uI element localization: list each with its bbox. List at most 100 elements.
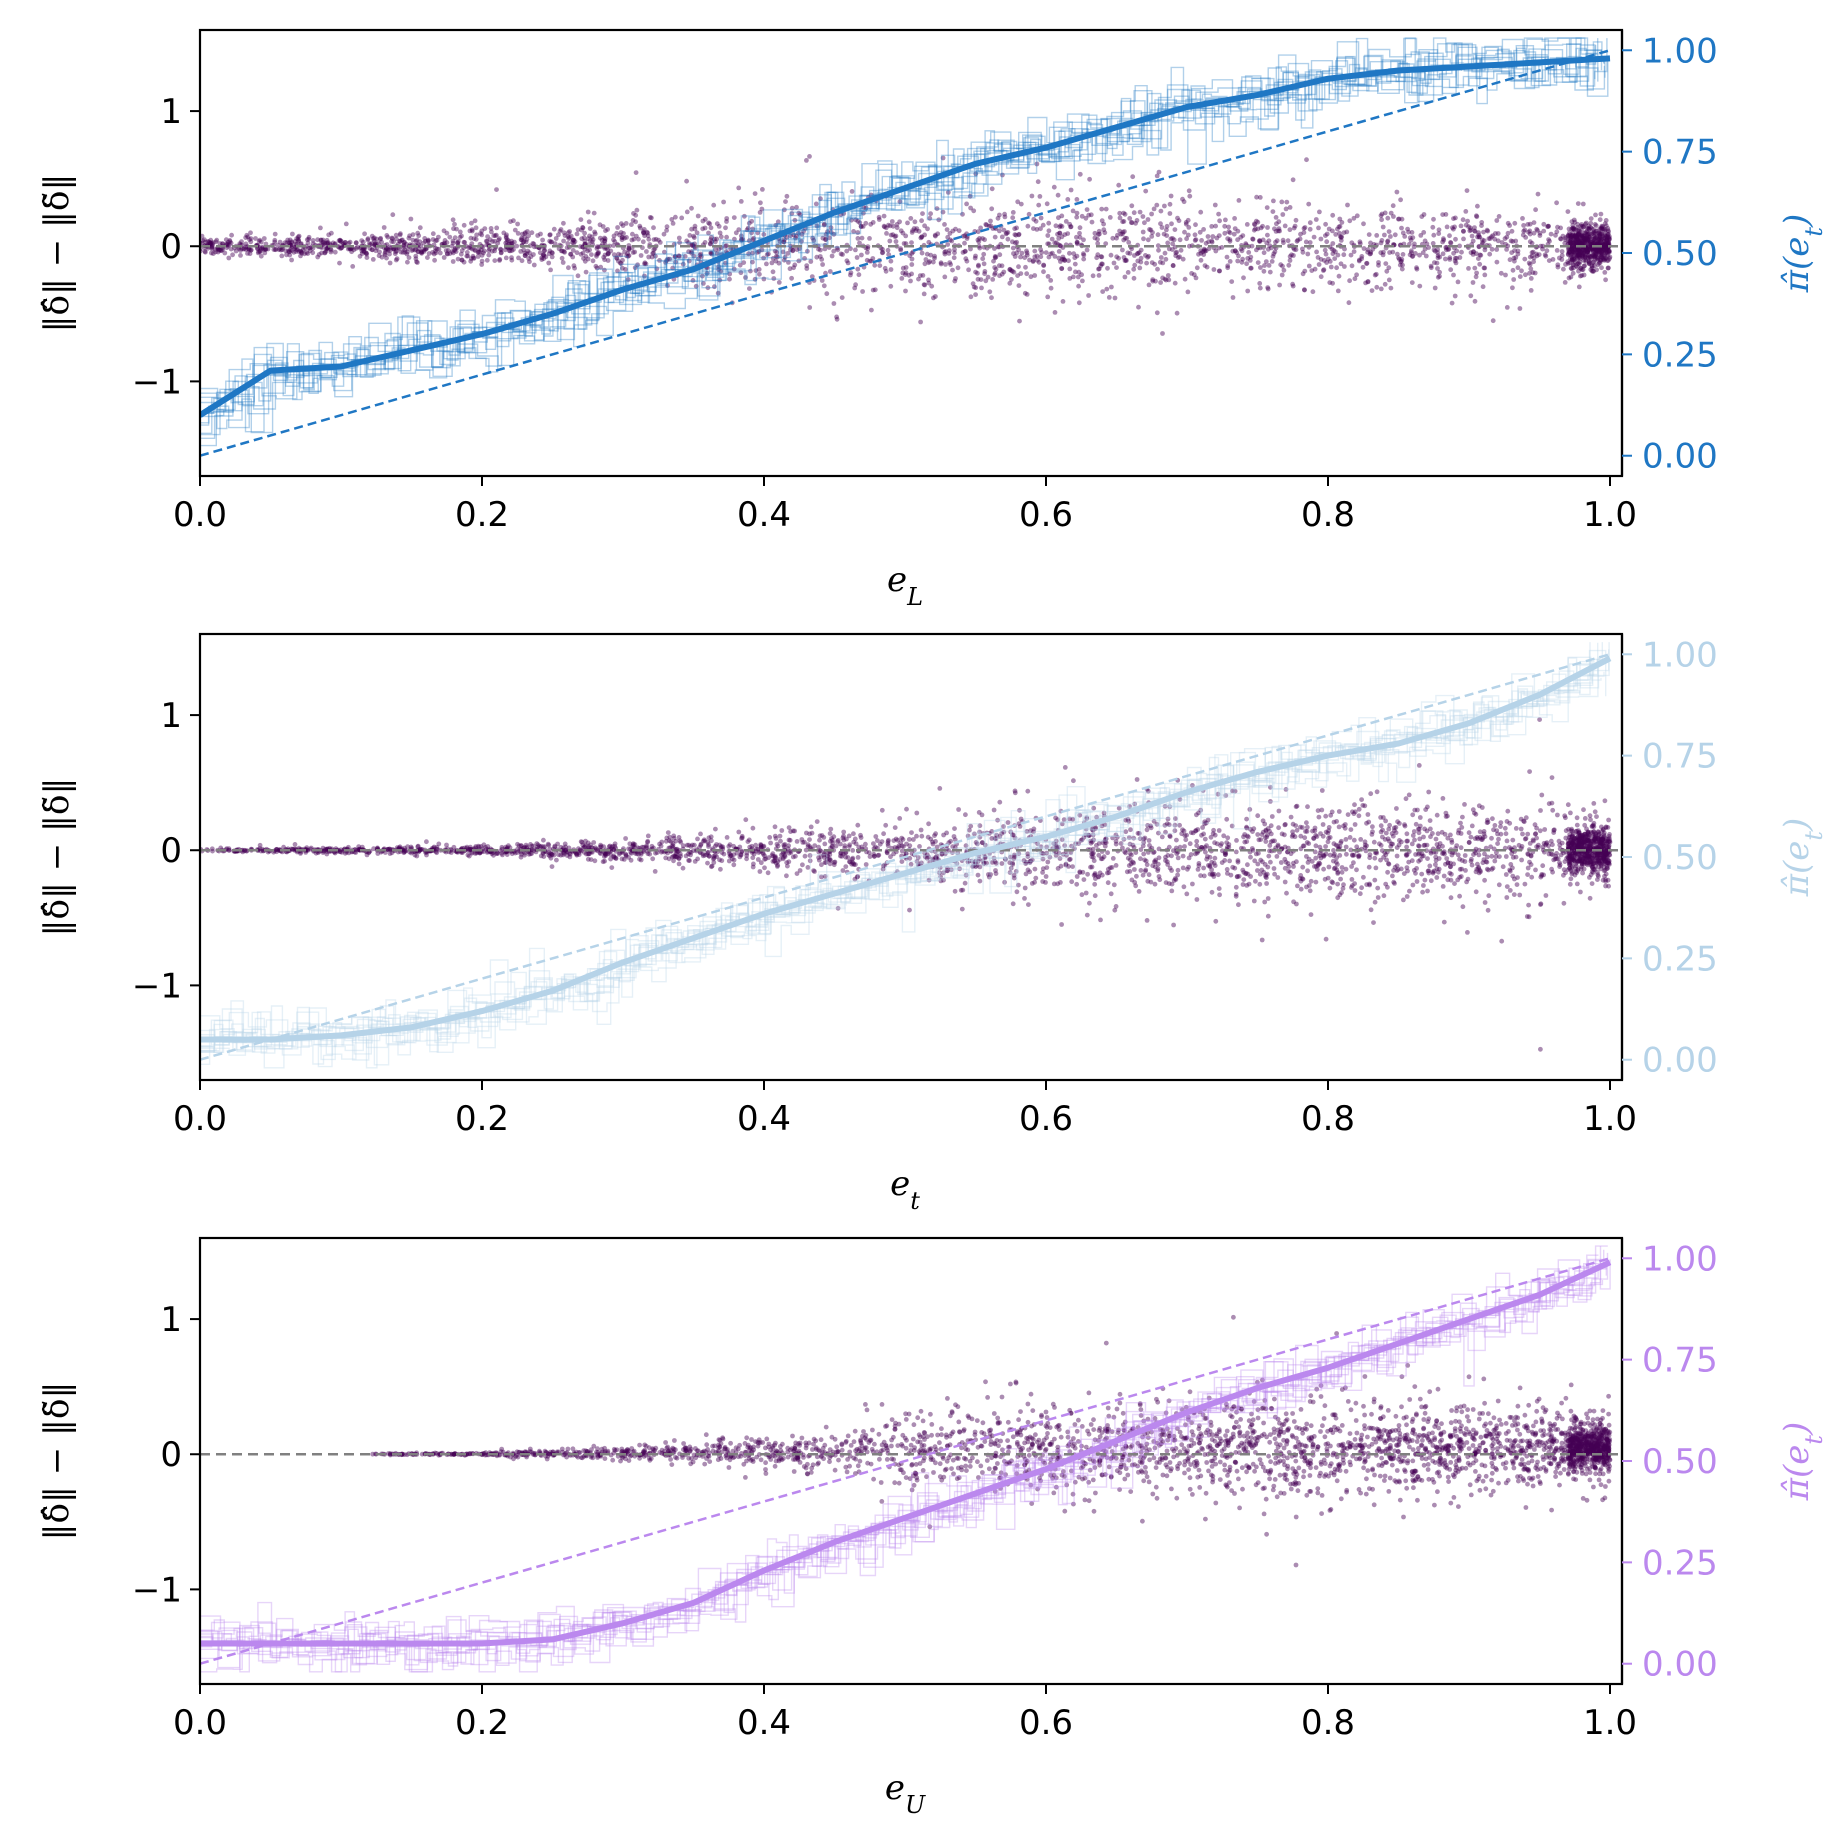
scatter-point [1145, 254, 1150, 260]
scatter-point [935, 231, 941, 237]
scatter-point [1159, 225, 1165, 230]
scatter-point [1368, 791, 1374, 797]
scatter-point [1194, 897, 1200, 902]
scatter-point [1602, 270, 1608, 275]
scatter-point [1004, 230, 1010, 236]
scatter-point [1404, 894, 1410, 899]
scatter-point [1035, 179, 1041, 185]
y-right-axis-label: π̂(et) [1777, 214, 1828, 294]
scatter-point [1365, 812, 1371, 817]
scatter-point [1335, 881, 1340, 887]
scatter-point [1526, 902, 1531, 908]
scatter-point [963, 248, 968, 254]
scatter-point [1555, 262, 1561, 268]
scatter-point [641, 230, 647, 236]
scatter-point [775, 254, 780, 260]
scatter-point [946, 251, 952, 256]
scatter-point [1265, 826, 1271, 831]
scatter-point [1514, 882, 1520, 887]
scatter-point [793, 233, 799, 239]
scatter-point [848, 272, 853, 278]
scatter-point [1535, 228, 1540, 233]
scatter-point [538, 231, 543, 237]
scatter-point [489, 248, 495, 254]
scatter-point [1103, 206, 1109, 212]
scatter-point [1538, 1046, 1543, 1052]
scatter-point [694, 230, 700, 236]
scatter-point [209, 250, 214, 256]
scatter-point [1434, 812, 1440, 818]
scatter-point [1226, 224, 1231, 230]
scatter-point [276, 247, 282, 253]
scatter-point [516, 255, 521, 261]
scatter-point [820, 235, 826, 241]
scatter-point [222, 250, 228, 256]
scatter-point [1526, 229, 1531, 235]
scatter-point [1395, 251, 1400, 257]
scatter-point [1443, 814, 1449, 819]
scatter-point [566, 234, 572, 240]
scatter-point [611, 252, 617, 258]
scatter-point [594, 253, 599, 259]
scatter-point [644, 249, 649, 254]
scatter-point [997, 228, 1002, 234]
scatter-point [853, 282, 858, 288]
scatter-point [476, 249, 481, 255]
scatter-point [1408, 237, 1414, 243]
scatter-point [265, 246, 271, 252]
scatter-point [1461, 228, 1466, 234]
scatter-point [1368, 240, 1373, 246]
scatter-point [893, 233, 899, 239]
scatter-point [1014, 239, 1020, 245]
scatter-point [1056, 215, 1061, 221]
scatter-point [1440, 884, 1446, 889]
scatter-point [1384, 268, 1390, 274]
scatter-point [1412, 241, 1417, 247]
scatter-point [640, 229, 646, 235]
scatter-point [1473, 889, 1479, 895]
scatter-point [870, 287, 876, 293]
plot-area [200, 642, 1622, 1069]
scatter-point [1120, 247, 1125, 253]
scatter-point [834, 245, 840, 251]
scatter-point [1052, 254, 1058, 259]
scatter-point [970, 281, 976, 287]
scatter-point [1030, 258, 1036, 264]
scatter-point [1410, 812, 1416, 818]
scatter-point [887, 238, 893, 244]
scatter-point [1193, 222, 1198, 228]
scatter-point [1405, 226, 1410, 232]
scatter-point [1458, 845, 1464, 851]
scatter-point [1223, 217, 1228, 223]
scatter-point [980, 236, 985, 241]
scatter-point [1137, 265, 1143, 271]
scatter-point [475, 254, 481, 259]
scatter-point [975, 229, 981, 235]
scatter-point [744, 227, 750, 233]
scatter-point [1059, 266, 1065, 271]
scatter-point [1227, 259, 1233, 264]
scatter-point [1245, 834, 1251, 840]
scatter-point [626, 253, 632, 258]
scatter-point [1475, 203, 1480, 209]
scatter-point [587, 233, 592, 239]
scatter-point [602, 252, 608, 258]
scatter-point [740, 237, 746, 242]
scatter-point [566, 236, 572, 242]
scatter-point [571, 240, 577, 246]
scatter-point [560, 260, 566, 265]
scatter-point [1061, 256, 1067, 262]
scatter-point [986, 223, 992, 229]
scatter-point [1375, 885, 1381, 891]
scatter-point [714, 221, 720, 227]
scatter-point [453, 249, 459, 255]
scatter-point [471, 255, 476, 261]
scatter-point [1090, 273, 1096, 279]
scatter-point [1016, 247, 1021, 253]
scatter-point [1077, 225, 1083, 231]
scatter-point [484, 238, 490, 244]
scatter-point [1593, 223, 1599, 229]
scatter-point [330, 240, 336, 246]
scatter-point [1287, 258, 1293, 263]
scatter-point [797, 868, 803, 873]
